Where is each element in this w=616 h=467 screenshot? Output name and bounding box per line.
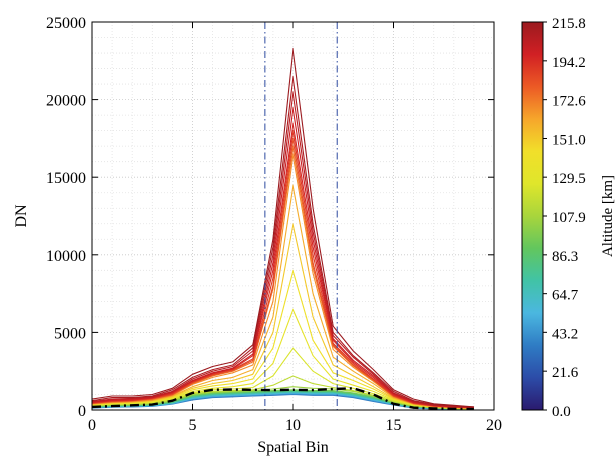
y-axis-label: DN <box>13 204 30 228</box>
colorbar <box>521 21 544 411</box>
x-axis-label: Spatial Bin <box>257 439 329 456</box>
mean-line-group <box>92 387 474 410</box>
x-tick-label: 5 <box>189 417 197 434</box>
y-tick-label: 15000 <box>46 170 86 187</box>
series-line <box>92 47 474 408</box>
colorbar-ticks: 0.0 21.6 43.2 64.7 86.3 107.9 129.5 151.0 172.6 1… <box>543 16 586 420</box>
x-tick-label: 0 <box>88 417 96 434</box>
series-line <box>92 75 474 408</box>
mean-line <box>92 387 474 410</box>
series-line <box>92 106 474 409</box>
y-tick-label: 10000 <box>46 248 86 265</box>
series-line <box>92 91 474 408</box>
y-tick-label: 5000 <box>54 325 86 342</box>
colorbar-tick-label: 107.9 <box>552 210 586 226</box>
colorbar-tick-label: 215.8 <box>552 16 586 32</box>
colorbar-tick-label: 43.2 <box>552 326 578 342</box>
plot-background <box>92 22 494 410</box>
x-tick-label: 10 <box>285 417 301 434</box>
axis-ticks: 0 5 10 15 20 0 5000 10000 15000 20000 25000 <box>46 15 502 434</box>
colorbar-tick-label: 194.2 <box>552 55 586 71</box>
colorbar-tick-label: 86.3 <box>552 249 578 265</box>
colorbar-tick-label: 21.6 <box>552 365 579 381</box>
colorbar-tick-label: 0.0 <box>552 404 571 420</box>
y-tick-label: 0 <box>78 403 86 420</box>
x-tick-label: 20 <box>486 417 502 434</box>
y-tick-label: 25000 <box>46 15 86 32</box>
grid <box>92 22 494 410</box>
colorbar-tick-label: 172.6 <box>552 94 586 110</box>
y-tick-label: 20000 <box>46 93 86 110</box>
colorbar-tick-label: 151.0 <box>552 133 586 149</box>
vertical-markers <box>264 22 338 410</box>
x-tick-label: 15 <box>386 417 402 434</box>
colorbar-tick-label: 129.5 <box>552 171 586 187</box>
colorbar-label: Altitude [km] <box>600 175 616 257</box>
colorbar-tick-label: 64.7 <box>552 288 579 304</box>
